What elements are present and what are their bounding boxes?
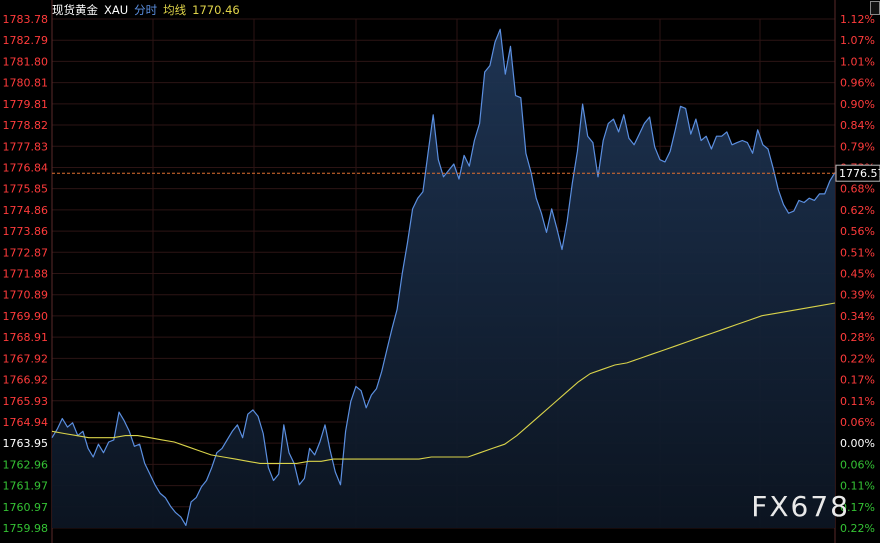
- percent-tick-label: 0.28%: [840, 331, 875, 344]
- price-tick-label: 1766.92: [3, 374, 49, 387]
- price-tick-label: 1768.91: [3, 331, 49, 344]
- price-line: [51, 28, 836, 526]
- percent-tick-label: 1.12%: [840, 13, 875, 26]
- percent-tick-label: 0.22%: [840, 352, 875, 365]
- price-axis-left: 1783.78 1782.79 1781.80 1780.81 1779.81 1778.…: [3, 13, 49, 535]
- price-tick-label: 1767.92: [3, 352, 49, 365]
- percent-tick-label: 0.34%: [840, 310, 875, 323]
- ma-label: 均线: [163, 3, 187, 17]
- price-tick-label: 1761.97: [3, 480, 49, 493]
- price-tick-label: 1772.87: [3, 246, 49, 259]
- percent-tick-label: 0.45%: [840, 268, 875, 281]
- percent-tick-label: 0.00%: [840, 437, 875, 450]
- corner-toggle-button[interactable]: [870, 1, 880, 15]
- percent-tick-label: 0.62%: [840, 204, 875, 217]
- percent-tick-label: 0.96%: [840, 77, 875, 90]
- price-tick-label: 1771.88: [3, 268, 49, 281]
- percent-tick-label: 0.51%: [840, 246, 875, 259]
- percent-tick-label: 0.56%: [840, 225, 875, 238]
- period-label[interactable]: 分时: [134, 3, 158, 17]
- percent-tick-label: 0.68%: [840, 183, 875, 196]
- instrument-name: 现货黄金: [52, 3, 98, 17]
- price-tick-label: 1759.98: [3, 522, 49, 535]
- percent-tick-label: 1.07%: [840, 34, 875, 47]
- ma-value: 1770.46: [192, 3, 240, 17]
- percent-tick-label: 0.06%: [840, 458, 875, 471]
- price-tick-label: 1760.97: [3, 501, 49, 514]
- price-tick-label: 1779.81: [3, 98, 49, 111]
- price-tick-label: 1764.94: [3, 416, 49, 429]
- percent-tick-label: 0.79%: [840, 140, 875, 153]
- price-tick-label: 1765.93: [3, 395, 49, 408]
- series-lines: [51, 28, 836, 526]
- percent-tick-label: 0.17%: [840, 374, 875, 387]
- price-area: [52, 29, 835, 529]
- chart-header: 现货黄金 XAU 分时 均线 1770.46: [52, 2, 246, 18]
- price-tick-label: 1774.86: [3, 204, 49, 217]
- price-tick-label: 1780.81: [3, 77, 49, 90]
- percent-tick-label: 0.84%: [840, 119, 875, 132]
- percent-tick-label: 0.06%: [840, 416, 875, 429]
- price-tick-label: 1777.83: [3, 140, 49, 153]
- watermark-logo: FX678: [751, 490, 850, 523]
- average-line: [51, 302, 836, 464]
- last-price-box: [835, 164, 880, 182]
- percent-tick-label: 0.90%: [840, 98, 875, 111]
- percent-tick-label: 0.22%: [840, 522, 875, 535]
- price-tick-label: 1763.95: [3, 437, 49, 450]
- price-fill: [52, 29, 835, 529]
- percent-tick-label: 0.11%: [840, 395, 875, 408]
- last-price-value: 1776.57: [839, 167, 880, 180]
- price-tick-label: 1769.90: [3, 310, 49, 323]
- price-tick-label: 1770.89: [3, 289, 49, 302]
- price-tick-label: 1773.86: [3, 225, 49, 238]
- symbol-label: XAU: [104, 3, 129, 17]
- price-tick-label: 1762.96: [3, 458, 49, 471]
- last-price-tag: 1776.57: [835, 164, 880, 182]
- price-tick-label: 1783.78: [3, 13, 49, 26]
- percent-tick-label: 0.11%: [840, 480, 875, 493]
- price-tick-label: 1776.84: [3, 161, 49, 174]
- price-tick-label: 1778.82: [3, 119, 49, 132]
- price-tick-label: 1782.79: [3, 34, 49, 47]
- price-tick-label: 1775.85: [3, 183, 49, 196]
- percent-tick-label: 0.39%: [840, 289, 875, 302]
- percent-tick-label: 0.17%: [840, 501, 875, 514]
- price-tick-label: 1781.80: [3, 55, 49, 68]
- percent-tick-label: 1.01%: [840, 55, 875, 68]
